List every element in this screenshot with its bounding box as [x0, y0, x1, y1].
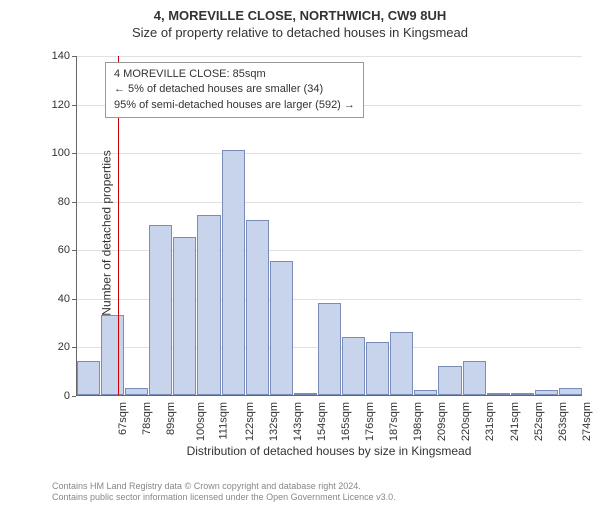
x-tick-label: 143sqm [292, 402, 304, 441]
histogram-bar [342, 337, 365, 395]
page-title-address: 4, MOREVILLE CLOSE, NORTHWICH, CW9 8UH [0, 8, 600, 23]
chart-container: Number of detached properties 4 MOREVILL… [52, 56, 582, 426]
x-tick-label: 209sqm [436, 402, 448, 441]
histogram-bar [294, 393, 317, 395]
copyright-line1: Contains HM Land Registry data © Crown c… [52, 481, 590, 493]
y-tick-mark [72, 347, 76, 348]
property-callout: 4 MOREVILLE CLOSE: 85sqm ← 5% of detache… [105, 62, 364, 118]
histogram-bar [414, 390, 437, 395]
x-tick-label: 100sqm [195, 402, 207, 441]
y-tick-mark [72, 299, 76, 300]
x-tick-label: 78sqm [141, 402, 153, 435]
x-tick-label: 220sqm [461, 402, 473, 441]
page-title-subtitle: Size of property relative to detached ho… [0, 25, 600, 40]
gridline [77, 202, 582, 203]
y-tick-mark [72, 396, 76, 397]
x-tick-label: 176sqm [364, 402, 376, 441]
histogram-bar [222, 150, 245, 395]
callout-line1: 4 MOREVILLE CLOSE: 85sqm [114, 67, 355, 82]
histogram-bar [77, 361, 100, 395]
x-tick-label: 89sqm [165, 402, 177, 435]
histogram-bar [511, 393, 534, 395]
x-tick-label: 67sqm [117, 402, 129, 435]
histogram-bar [149, 225, 172, 395]
x-tick-label: 231sqm [485, 402, 497, 441]
histogram-bar [173, 237, 196, 395]
x-tick-label: 274sqm [581, 402, 593, 441]
histogram-bar [246, 220, 269, 395]
histogram-bar [535, 390, 558, 395]
copyright-notice: Contains HM Land Registry data © Crown c… [52, 481, 590, 504]
histogram-bar [463, 361, 486, 395]
histogram-bar [366, 342, 389, 395]
gridline [77, 153, 582, 154]
x-tick-label: 132sqm [268, 402, 280, 441]
x-tick-label: 241sqm [509, 402, 521, 441]
x-tick-label: 122sqm [244, 402, 256, 441]
y-tick-label: 120 [40, 99, 70, 111]
histogram-bar [559, 388, 582, 395]
x-tick-label: 154sqm [316, 402, 328, 441]
copyright-line2: Contains public sector information licen… [52, 492, 590, 504]
histogram-bar [318, 303, 341, 395]
y-tick-mark [72, 153, 76, 154]
gridline [77, 56, 582, 57]
y-tick-label: 100 [40, 147, 70, 159]
y-tick-label: 140 [40, 50, 70, 62]
histogram-bar [487, 393, 510, 395]
histogram-bar [101, 315, 124, 395]
x-tick-label: 187sqm [388, 402, 400, 441]
y-tick-mark [72, 56, 76, 57]
y-tick-mark [72, 105, 76, 106]
y-tick-label: 60 [40, 244, 70, 256]
x-axis-label: Distribution of detached houses by size … [76, 444, 582, 450]
y-tick-label: 20 [40, 341, 70, 353]
x-tick-label: 252sqm [533, 402, 545, 441]
x-tick-label: 111sqm [218, 402, 230, 440]
histogram-bar [197, 215, 220, 395]
x-tick-label: 165sqm [340, 402, 352, 441]
histogram-bar [438, 366, 461, 395]
x-tick-label: 198sqm [412, 402, 424, 441]
callout-line2: ← 5% of detached houses are smaller (34) [114, 82, 355, 97]
histogram-bar [125, 388, 148, 395]
y-tick-mark [72, 250, 76, 251]
callout-line3: 95% of semi-detached houses are larger (… [114, 98, 355, 113]
histogram-bar [390, 332, 413, 395]
y-tick-label: 80 [40, 196, 70, 208]
y-tick-mark [72, 202, 76, 203]
y-tick-label: 0 [40, 390, 70, 402]
plot-area: 4 MOREVILLE CLOSE: 85sqm ← 5% of detache… [76, 56, 582, 396]
histogram-bar [270, 261, 293, 395]
y-tick-label: 40 [40, 293, 70, 305]
x-tick-label: 263sqm [557, 402, 569, 441]
